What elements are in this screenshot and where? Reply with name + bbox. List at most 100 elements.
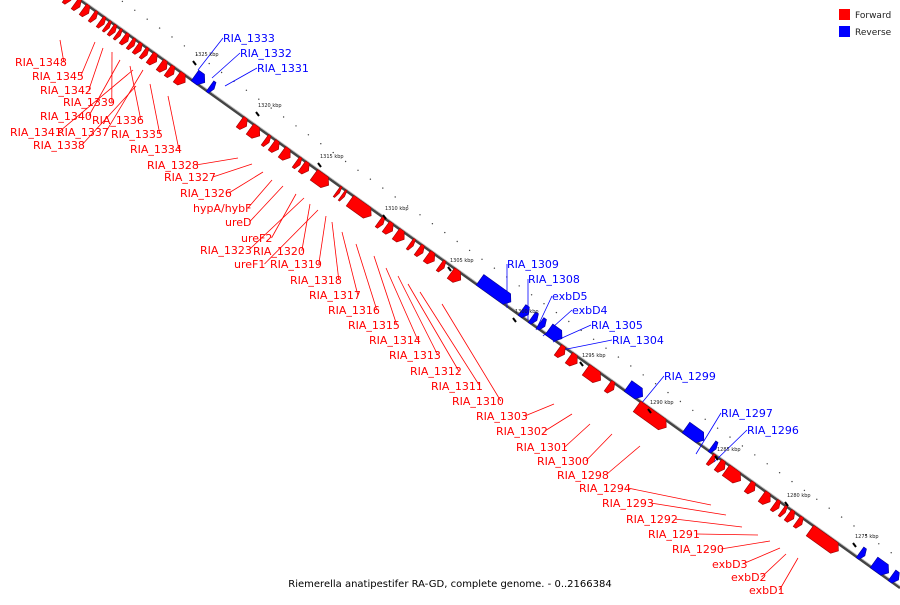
scale-dot [717, 428, 718, 429]
legend-forward-swatch [839, 9, 850, 20]
forward-leader-line [721, 541, 770, 549]
scale-dot [320, 143, 321, 144]
scale-dot [308, 134, 309, 135]
scale-dot [122, 1, 123, 2]
forward-gene-label: RIA_1319 [270, 258, 322, 271]
forward-gene-feature [88, 10, 100, 23]
scale-dot [531, 294, 532, 295]
scale-dot [481, 259, 482, 260]
scale-dot [767, 463, 768, 464]
reverse-gene-feature [624, 381, 646, 402]
scale-dot [568, 321, 569, 322]
scale-dot [419, 214, 420, 215]
reverse-gene-feature [870, 557, 892, 578]
forward-gene-label: RIA_1312 [410, 365, 462, 378]
forward-gene-label: RIA_1311 [431, 380, 483, 393]
forward-gene-label: RIA_1345 [32, 70, 84, 83]
forward-leader-line [168, 96, 179, 149]
scale-dot [283, 116, 284, 117]
scale-tick-label: 1280 kbp [787, 493, 811, 499]
forward-leader-line [272, 194, 297, 238]
forward-gene-label: RIA_1302 [496, 425, 548, 438]
reverse-gene-label: RIA_1333 [223, 32, 275, 45]
scale-dot [543, 303, 544, 304]
forward-gene-label: RIA_1317 [309, 289, 361, 302]
forward-leader-line [332, 222, 339, 280]
scale-dot [791, 481, 792, 482]
legend-reverse-label: Reverse [855, 28, 892, 38]
scale-dot [742, 445, 743, 446]
forward-gene-label: RIA_1339 [63, 96, 115, 109]
forward-leader-line [565, 424, 590, 447]
scale-tick-label: 1285 kbp [717, 447, 741, 453]
scale-tick-mark [256, 112, 259, 116]
scale-dot [643, 374, 644, 375]
forward-gene-label: RIA_1326 [180, 187, 232, 200]
forward-leader-line [249, 186, 283, 222]
forward-gene-label: RIA_1290 [672, 543, 724, 556]
forward-leader-line [545, 414, 572, 431]
scale-tick-label: 1320 kbp [258, 103, 282, 109]
scale-dot [184, 45, 185, 46]
reverse-gene-label: RIA_1309 [507, 258, 559, 271]
reverse-gene-label: RIA_1296 [747, 424, 799, 437]
scale-dot [605, 348, 606, 349]
scale-tick-label: 1305 kbp [450, 258, 474, 264]
scale-dot [705, 419, 706, 420]
forward-gene-label: RIA_1310 [452, 395, 504, 408]
scale-dot [779, 472, 780, 473]
scale-dot [494, 268, 495, 269]
reverse-gene-label: exbD5 [552, 290, 588, 303]
reverse-gene-label: RIA_1331 [257, 62, 309, 75]
scale-dot [295, 125, 296, 126]
scale-dot [816, 499, 817, 500]
reverse-gene-label: RIA_1297 [721, 407, 773, 420]
scale-tick-mark [318, 163, 321, 167]
forward-leader-line [606, 446, 640, 475]
scale-tick-mark [448, 267, 451, 271]
gene-labels: RIA_1348RIA_1345RIA_1342RIA_1339RIA_1340… [10, 32, 799, 597]
scale-dot [370, 179, 371, 180]
scale-dot [209, 63, 210, 64]
forward-gene-label: RIA_1340 [40, 110, 92, 123]
forward-gene-label: RIA_1323 [200, 244, 252, 257]
scale-tick-mark [193, 61, 196, 65]
scale-tick-mark [580, 362, 583, 366]
forward-leader-line [213, 164, 252, 177]
forward-gene-feature [62, 0, 74, 6]
scale-dot [680, 401, 681, 402]
forward-gene-label: RIA_1313 [389, 349, 441, 362]
scale-dot [804, 490, 805, 491]
forward-leader-line [130, 66, 141, 120]
reverse-gene-label: exbD4 [572, 304, 608, 317]
forward-gene-feature [278, 147, 294, 163]
scale-dot [618, 356, 619, 357]
scale-dot [667, 392, 668, 393]
scale-dot [729, 436, 730, 437]
forward-gene-feature [246, 124, 263, 142]
forward-gene-label: RIA_1300 [537, 455, 589, 468]
scale-dot [382, 187, 383, 188]
forward-leader-line [319, 216, 326, 264]
forward-gene-label: exbD1 [749, 584, 785, 597]
leader-lines [59, 38, 798, 590]
forward-gene-label: RIA_1320 [253, 245, 305, 258]
scale-dot [754, 454, 755, 455]
scale-dot [159, 27, 160, 28]
reverse-gene-label: RIA_1305 [591, 319, 643, 332]
reverse-leader-line [562, 340, 612, 350]
scale-tick-mark [853, 543, 856, 547]
scale-dot [134, 10, 135, 11]
forward-gene-label: RIA_1341 [10, 126, 62, 139]
scale-dot [692, 410, 693, 411]
forward-leader-line [342, 232, 358, 295]
forward-gene-label: RIA_1292 [626, 513, 678, 526]
scale-dot [395, 196, 396, 197]
scale-dot [444, 232, 445, 233]
scale-dot [878, 543, 879, 544]
forward-gene-feature [758, 491, 774, 507]
scale-dot [221, 72, 222, 73]
scale-dot [519, 285, 520, 286]
